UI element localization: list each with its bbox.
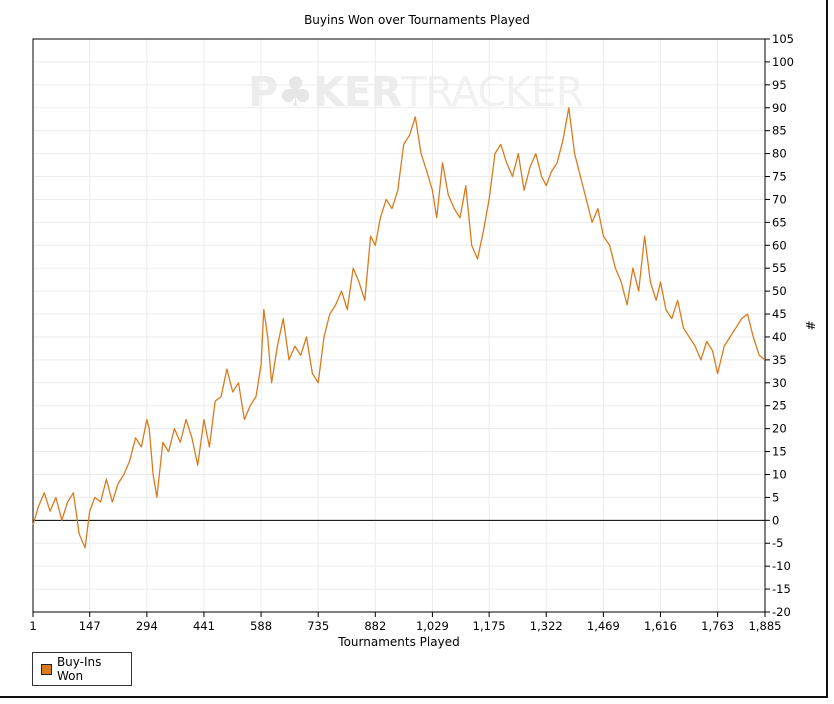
legend-swatch	[41, 663, 52, 675]
y-tick-label: 90	[772, 101, 787, 115]
y-tick-label: 25	[772, 399, 787, 413]
y-tick-label: 20	[772, 422, 787, 436]
x-tick-label: 441	[193, 619, 215, 633]
x-tick-label: 588	[250, 619, 272, 633]
y-tick-label: 50	[772, 284, 787, 298]
y-axis-title: #	[803, 320, 817, 330]
x-tick-label: 1,885	[749, 619, 782, 633]
grid	[32, 38, 766, 613]
x-tick-label: 1,616	[644, 619, 677, 633]
y-tick-label: 0	[772, 513, 779, 527]
x-tick-label: 1,469	[587, 619, 620, 633]
legend-label: Buy-Ins Won	[56, 655, 102, 683]
y-tick-label: 60	[772, 238, 787, 252]
y-tick-label: 65	[772, 215, 787, 229]
legend: Buy-Ins Won	[32, 652, 132, 686]
y-tick-label: -15	[772, 582, 791, 596]
x-tick-label: 294	[136, 619, 158, 633]
y-tick-label: 15	[772, 445, 787, 459]
y-tick-label: 40	[772, 330, 787, 344]
y-tick-label: -20	[772, 605, 791, 619]
series-layer	[32, 107, 766, 549]
x-tick-label: 1,029	[416, 619, 449, 633]
y-tick-label: 30	[772, 376, 787, 390]
x-axis-title: Tournaments Played	[337, 635, 459, 649]
y-tick-label: 75	[772, 170, 787, 184]
x-tick-label: 1	[29, 619, 36, 633]
y-tick-label: 105	[772, 32, 794, 46]
y-axis-ticks: -20 -15 -10 -5 0 5 10 15 20 25 30 35 40 45 50 55 60 65 70 7…	[765, 32, 794, 619]
y-tick-label: 10	[772, 467, 787, 481]
x-tick-label: 735	[307, 619, 329, 633]
y-tick-label: 5	[772, 490, 779, 504]
y-tick-label: 70	[772, 192, 787, 206]
y-tick-label: 100	[772, 55, 794, 69]
x-tick-label: 147	[79, 619, 101, 633]
y-tick-label: -5	[772, 536, 783, 550]
plot-area	[32, 38, 766, 613]
y-tick-label: 35	[772, 353, 787, 367]
x-axis-ticks: 1 147 294 441 588 735 882 1,029 1,175 1,322 1,469 1…	[29, 612, 781, 633]
x-tick-label: 1,322	[530, 619, 563, 633]
y-tick-label: 80	[772, 147, 787, 161]
y-tick-label: 85	[772, 124, 787, 138]
y-tick-label: 95	[772, 78, 787, 92]
series-line-buy-ins-won	[32, 107, 766, 549]
x-tick-label: 1,175	[473, 619, 506, 633]
x-tick-label: 1,763	[701, 619, 734, 633]
y-tick-label: 55	[772, 261, 787, 275]
y-tick-label: -10	[772, 559, 791, 573]
y-tick-label: 45	[772, 307, 787, 321]
chart-title: Buyins Won over Tournaments Played	[304, 13, 530, 27]
x-tick-label: 882	[364, 619, 386, 633]
